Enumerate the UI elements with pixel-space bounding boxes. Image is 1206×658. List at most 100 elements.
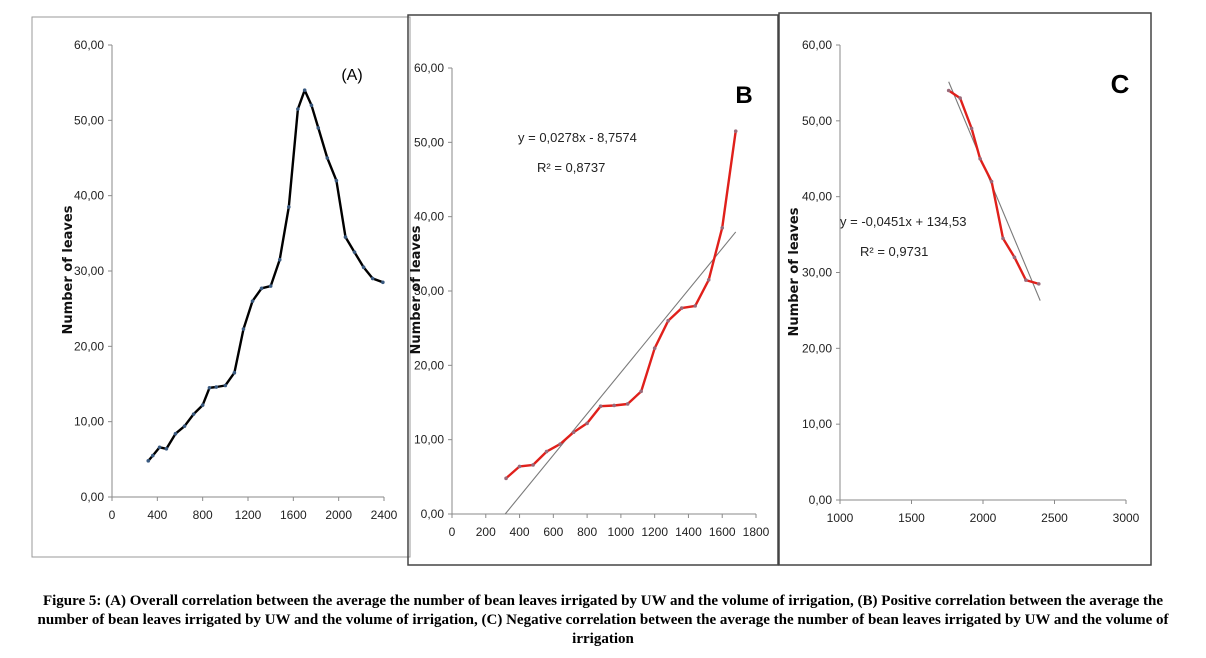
data-point <box>969 126 974 131</box>
data-point <box>164 446 169 451</box>
y-tick-label: 10,00 <box>74 415 104 429</box>
data-point <box>598 404 603 409</box>
x-tick-label: 200 <box>476 525 496 539</box>
data-point <box>1012 255 1017 260</box>
series-line <box>505 131 737 480</box>
data-point <box>989 179 994 184</box>
x-tick-label: 0 <box>109 508 116 522</box>
x-tick-label: 1500 <box>898 511 925 525</box>
y-tick-label: 0,00 <box>809 493 833 507</box>
y-tick-label: 20,00 <box>802 341 832 355</box>
data-point <box>381 280 385 285</box>
data-point <box>639 389 643 394</box>
y-tick-label: 40,00 <box>414 210 444 224</box>
x-tick-label: 1200 <box>641 525 668 539</box>
x-tick-label: 400 <box>147 508 167 522</box>
panel-c-frame <box>778 12 1152 566</box>
panel-letter: (A) <box>341 67 362 84</box>
x-tick-label: 2000 <box>970 511 997 525</box>
x-tick-label: 1000 <box>827 511 854 525</box>
data-point <box>946 88 951 93</box>
x-tick-label: 3000 <box>1113 511 1140 525</box>
x-tick-label: 600 <box>543 525 563 539</box>
data-point <box>343 235 348 239</box>
data-point <box>679 306 684 310</box>
r-squared-label: R² = 0,8737 <box>537 160 605 175</box>
y-tick-label: 60,00 <box>802 38 832 52</box>
data-point <box>706 278 711 282</box>
data-point <box>361 265 366 270</box>
y-tick-label: 30,00 <box>802 266 832 280</box>
panel-letter: C <box>1111 69 1130 99</box>
y-axis-label: Number of leaves <box>61 205 76 334</box>
data-point <box>173 431 178 436</box>
x-tick-label: 0 <box>449 525 456 539</box>
data-point <box>544 449 549 454</box>
data-point <box>352 250 357 254</box>
x-tick-label: 1600 <box>709 525 736 539</box>
figure-panels: 0,00 10,00 20,00 30,00 40,00 50,00 60,00 0 400 80… <box>31 12 1152 566</box>
y-tick-label: 10,00 <box>414 433 444 447</box>
data-point <box>191 412 196 416</box>
data-point <box>325 156 330 160</box>
data-point <box>1024 278 1028 282</box>
y-tick-label: 30,00 <box>74 264 104 278</box>
x-tick-label: 2500 <box>1041 511 1068 525</box>
panel-b-frame <box>407 14 779 566</box>
data-point <box>309 103 314 108</box>
y-tick-label: 50,00 <box>74 113 104 127</box>
regression-equation: y = 0,0278x - 8,7574 <box>518 130 637 145</box>
y-tick-label: 20,00 <box>74 339 104 353</box>
x-tick-label: 1600 <box>280 508 307 522</box>
y-tick-label: 60,00 <box>414 61 444 75</box>
data-point <box>157 445 162 450</box>
y-tick-label: 50,00 <box>802 114 832 128</box>
y-tick-label: 40,00 <box>802 190 832 204</box>
series-line <box>948 89 1040 286</box>
data-point <box>558 442 562 446</box>
data-point <box>334 178 339 183</box>
chart-panel-a: 0,00 10,00 20,00 30,00 40,00 50,00 60,00 0 400 80… <box>61 38 398 522</box>
data-point <box>200 403 205 407</box>
data-point <box>151 453 155 458</box>
data-point <box>1001 236 1005 241</box>
data-point <box>296 107 300 111</box>
y-tick-label: 60,00 <box>74 38 104 52</box>
x-tick-label: 1000 <box>608 525 635 539</box>
y-tick-label: 20,00 <box>414 358 444 372</box>
data-point <box>214 385 219 389</box>
panel-letter: B <box>735 82 752 109</box>
x-tick-label: 1400 <box>675 525 702 539</box>
data-point <box>370 276 375 281</box>
y-tick-label: 0,00 <box>81 490 105 504</box>
data-point <box>612 403 616 408</box>
y-axis-label: Number of leaves <box>409 225 424 354</box>
data-point <box>720 226 725 230</box>
data-point <box>223 383 228 388</box>
data-point <box>571 430 576 435</box>
x-tick-label: 800 <box>577 525 597 539</box>
data-point <box>277 257 282 262</box>
data-point <box>146 459 151 463</box>
y-axis-label: Number of leaves <box>787 207 802 336</box>
data-point <box>302 88 307 92</box>
data-point <box>268 284 273 288</box>
trendline <box>504 231 737 515</box>
data-point <box>693 304 697 308</box>
x-tick-label: 400 <box>510 525 530 539</box>
series-line <box>147 88 384 462</box>
y-tick-label: 30,00 <box>414 284 444 298</box>
data-point <box>517 464 522 469</box>
data-point <box>958 96 962 100</box>
x-tick-label: 2000 <box>325 508 352 522</box>
y-tick-label: 10,00 <box>802 417 832 431</box>
data-point <box>978 156 982 161</box>
x-tick-label: 2400 <box>371 508 398 522</box>
x-tick-label: 1800 <box>743 525 770 539</box>
data-point <box>182 424 187 428</box>
data-point <box>531 463 535 467</box>
data-point <box>250 299 255 303</box>
data-point <box>504 476 508 481</box>
data-point <box>1036 282 1041 286</box>
data-point <box>585 421 589 426</box>
